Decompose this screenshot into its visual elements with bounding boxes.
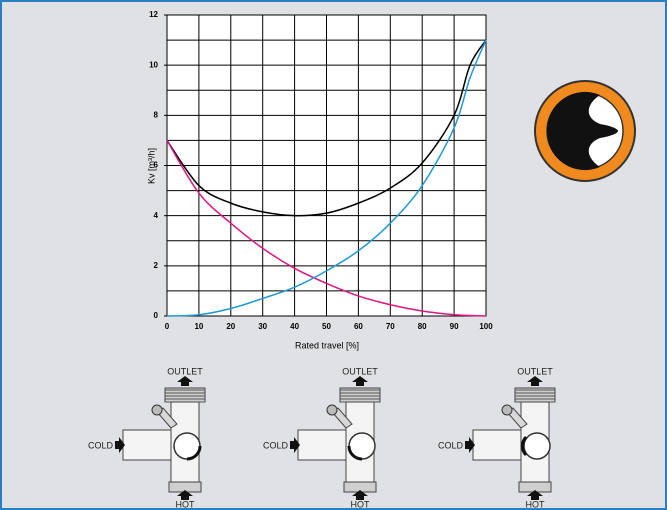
x-tick-label: 0 — [165, 322, 170, 331]
inlet-pipe — [472, 429, 522, 461]
x-tick-label: 80 — [418, 322, 427, 331]
x-tick-label: 70 — [386, 322, 395, 331]
x-tick-label: 50 — [322, 322, 331, 331]
bottom-label: HOT — [176, 499, 196, 509]
x-tick-label: 100 — [479, 322, 493, 331]
x-tick-label: 60 — [354, 322, 363, 331]
y-tick-label: 4 — [154, 211, 159, 220]
series-line — [166, 39, 487, 317]
y-tick-label: 10 — [149, 60, 158, 69]
arrow — [177, 376, 193, 386]
arrow — [527, 376, 543, 386]
knob — [501, 404, 513, 416]
bottom-label: HOT — [526, 499, 546, 509]
ball-shutter — [520, 435, 528, 457]
outlet-label: OUTLET — [517, 366, 553, 376]
arrow — [290, 437, 300, 453]
y-tick-label: 2 — [154, 261, 159, 270]
arrow — [527, 490, 543, 500]
x-tick-label: 90 — [450, 322, 459, 331]
inlet-label: COLD — [263, 440, 289, 450]
y-axis-label: Kv [m³/h] — [146, 148, 156, 184]
inlet-label: COLD — [88, 440, 114, 450]
outlet-label: OUTLET — [167, 366, 203, 376]
ball-shutter — [186, 445, 202, 461]
x-tick-label: 40 — [290, 322, 299, 331]
inlet-label: COLD — [438, 440, 464, 450]
y-tick-label: 6 — [154, 161, 159, 170]
valve-diagram: OUTLET COLD HOT — [263, 366, 381, 509]
bottom-label: HOT — [351, 499, 371, 509]
x-axis-label: Rated travel [%] — [295, 340, 359, 350]
knob — [326, 404, 338, 416]
y-tick-label: 8 — [154, 110, 159, 119]
valve-diagrams: OUTLET COLD HOT OUTLET COLD HOT OUTLET COLD HOT — [88, 366, 556, 509]
knob — [151, 404, 163, 416]
ball — [523, 432, 551, 460]
inlet-pipe — [297, 429, 347, 461]
valve-icon — [534, 80, 636, 182]
series-line — [166, 140, 487, 317]
handle — [331, 407, 353, 429]
y-tick-label: 0 — [154, 311, 159, 320]
inlet-pipe — [122, 429, 172, 461]
handle — [156, 407, 178, 429]
arrow — [352, 376, 368, 386]
series-line — [166, 39, 487, 217]
arrow — [115, 437, 125, 453]
outlet-label: OUTLET — [342, 366, 378, 376]
valve-diagram: OUTLET COLD HOT — [438, 366, 556, 509]
x-tick-label: 20 — [226, 322, 235, 331]
y-tick-label: 12 — [149, 10, 158, 19]
arrow — [177, 490, 193, 500]
arrow — [352, 490, 368, 500]
x-tick-label: 10 — [194, 322, 203, 331]
valve-diagram: OUTLET COLD HOT — [88, 366, 206, 509]
x-tick-label: 30 — [258, 322, 267, 331]
ball-shutter — [347, 445, 363, 461]
handle — [506, 407, 528, 429]
arrow — [465, 437, 475, 453]
